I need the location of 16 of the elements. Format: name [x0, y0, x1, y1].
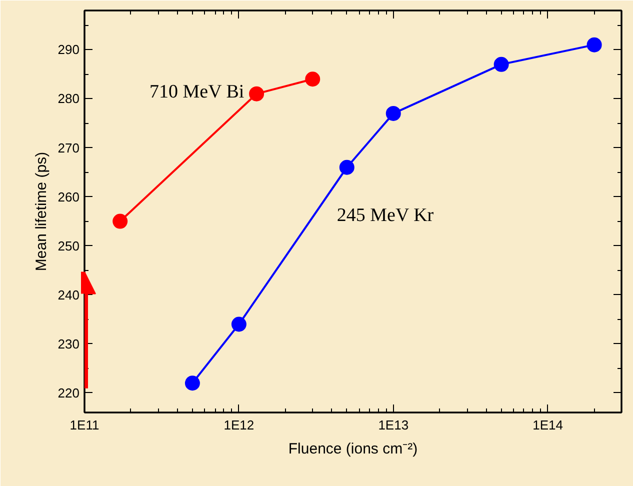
y-tick-label: 220 [58, 385, 80, 400]
series-label: 710 MeV Bi [150, 81, 244, 102]
y-tick-label: 250 [58, 238, 80, 254]
y-tick-label: 230 [58, 336, 80, 352]
x-tick-label: 1E13 [378, 418, 409, 432]
x-tick-label: 1E12 [224, 418, 254, 432]
y-tick-label: 280 [58, 91, 80, 106]
y-axis-title: Mean lifetime (ps) [32, 152, 50, 272]
y-tick-label: 240 [58, 287, 80, 302]
series-label: 245 MeV Kr [336, 204, 434, 226]
x-tick-label: 1E11 [70, 418, 100, 432]
y-tick-label: 260 [58, 189, 80, 204]
x-tick-label: 1E14 [532, 418, 564, 432]
y-tick-label: 270 [58, 140, 80, 156]
y-tick-label: 290 [58, 42, 80, 58]
x-axis-title: Fluence (ions cm⁻²) [288, 440, 418, 458]
